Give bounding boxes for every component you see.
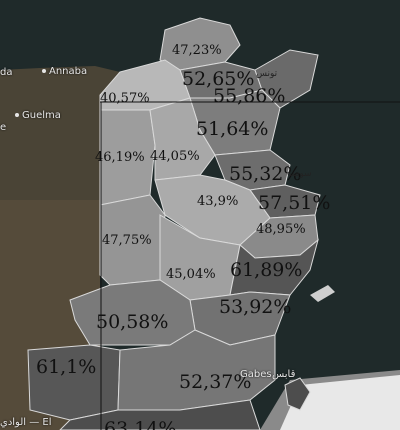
region-medenine	[59, 399, 261, 430]
label-jendouba: 40,57%	[100, 91, 150, 106]
label-gabes: 52,37%	[179, 371, 252, 393]
label-sousse: 55,32%	[229, 163, 302, 185]
label-kebili: 61,1%	[36, 356, 97, 378]
city-dot-icon	[42, 68, 46, 73]
place-annaba: Annaba	[42, 67, 87, 77]
label-mahdia: 48,95%	[256, 222, 306, 237]
label-kasserine: 47,75%	[102, 233, 152, 248]
label-medenine: 63,14%	[104, 418, 177, 430]
place-left-e: e	[0, 122, 7, 133]
label-gafsa: 53,92%	[219, 296, 292, 318]
label-kef: 46,19%	[95, 150, 145, 165]
place-guelma-label: Guelma	[22, 110, 61, 121]
place-gabes: Gabes	[240, 369, 272, 380]
place-annaba-label: Annaba	[49, 66, 88, 77]
label-siliana: 44,05%	[150, 149, 200, 164]
label-monastir: 57,51%	[258, 192, 331, 214]
label-sidi-bouzid: 45,04%	[166, 267, 216, 282]
place-tunis-ar: تونس	[256, 69, 278, 79]
place-guelma: Guelma	[15, 111, 61, 121]
place-sousse-ar: سوسة	[287, 169, 312, 179]
place-left-da: da	[0, 67, 13, 78]
city-dot-icon	[15, 112, 19, 117]
label-zaghouan: 51,64%	[196, 118, 269, 140]
label-kairouan: 43,9%	[197, 194, 239, 209]
island-kerkennah	[310, 285, 335, 302]
region-kef	[99, 109, 156, 206]
label-sfax: 61,89%	[230, 259, 303, 281]
island-djerba	[284, 377, 311, 411]
libya-white	[280, 375, 400, 430]
label-ariana: 55,86%	[213, 85, 286, 107]
label-tunis: 52,65%	[182, 68, 255, 90]
region-siliana	[149, 97, 216, 181]
label-bizerte: 47,23%	[172, 43, 222, 58]
place-gabes-ar: قابس	[272, 369, 296, 380]
label-tozeur: 50,58%	[96, 311, 169, 333]
place-eloued: الوادي — El	[0, 417, 52, 428]
